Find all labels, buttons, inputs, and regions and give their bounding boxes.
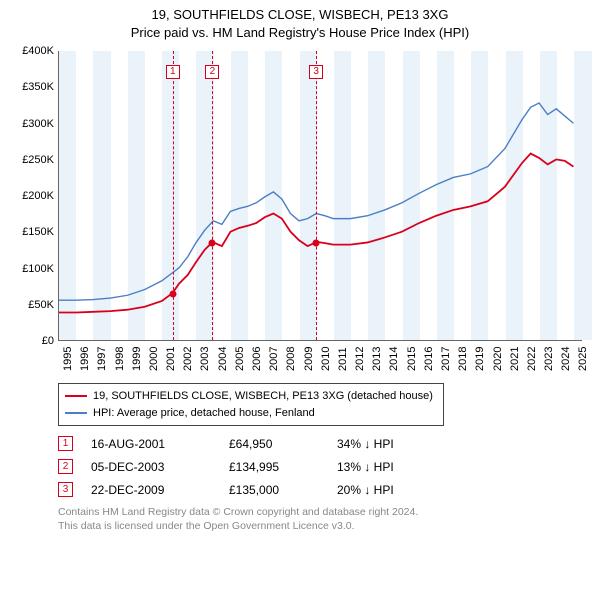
x-tick-label: 2024	[560, 347, 572, 371]
sale-price: £64,950	[229, 437, 319, 451]
x-tick-label: 2013	[371, 347, 383, 371]
footer-line: This data is licensed under the Open Gov…	[58, 519, 590, 533]
event-vline	[316, 51, 317, 340]
x-tick-label: 2025	[577, 347, 589, 371]
x-tick-label: 2014	[388, 347, 400, 371]
x-tick-label: 2022	[526, 347, 538, 371]
sale-number-box: 2	[58, 459, 73, 474]
sale-diff: 13% ↓ HPI	[337, 460, 394, 474]
event-marker-box: 2	[205, 65, 219, 79]
x-tick-label: 2019	[474, 347, 486, 371]
sale-number-box: 3	[58, 482, 73, 497]
chart-area: 1 2 3 £0 £50K £100K £150K £200K £250K £300K £350K…	[10, 47, 590, 377]
event-marker-box: 1	[166, 65, 180, 79]
x-tick-label: 2018	[457, 347, 469, 371]
x-tick-label: 1997	[96, 347, 108, 371]
y-tick-label: £250K	[10, 154, 54, 166]
sale-row: 2 05-DEC-2003 £134,995 13% ↓ HPI	[58, 459, 590, 474]
legend-label: 19, SOUTHFIELDS CLOSE, WISBECH, PE13 3XG…	[93, 388, 433, 405]
event-dot	[209, 240, 216, 247]
sale-row: 1 16-AUG-2001 £64,950 34% ↓ HPI	[58, 436, 590, 451]
x-tick-label: 2009	[303, 347, 315, 371]
attribution-footer: Contains HM Land Registry data © Crown c…	[58, 505, 590, 533]
y-tick-label: £150K	[10, 226, 54, 238]
x-tick-label: 2007	[268, 347, 280, 371]
plot-region: 1 2 3	[58, 51, 582, 341]
x-tick-label: 1996	[79, 347, 91, 371]
y-tick-label: £400K	[10, 45, 54, 57]
legend-row: 19, SOUTHFIELDS CLOSE, WISBECH, PE13 3XG…	[65, 388, 433, 405]
x-tick-label: 2021	[509, 347, 521, 371]
sale-diff: 20% ↓ HPI	[337, 483, 394, 497]
legend-label: HPI: Average price, detached house, Fenl…	[93, 405, 315, 422]
x-tick-label: 2003	[199, 347, 211, 371]
y-tick-label: £350K	[10, 81, 54, 93]
sales-list: 1 16-AUG-2001 £64,950 34% ↓ HPI 2 05-DEC-2003…	[58, 436, 590, 497]
event-marker-box: 3	[309, 65, 323, 79]
x-tick-label: 2016	[423, 347, 435, 371]
event-dot	[313, 240, 320, 247]
legend-swatch	[65, 395, 87, 397]
y-tick-label: £300K	[10, 118, 54, 130]
x-tick-label: 2005	[234, 347, 246, 371]
x-tick-label: 2000	[148, 347, 160, 371]
x-tick-label: 2001	[165, 347, 177, 371]
y-tick-label: £0	[10, 335, 54, 347]
sale-number-box: 1	[58, 436, 73, 451]
legend-row: HPI: Average price, detached house, Fenl…	[65, 405, 433, 422]
sale-price: £135,000	[229, 483, 319, 497]
legend-box: 19, SOUTHFIELDS CLOSE, WISBECH, PE13 3XG…	[58, 383, 444, 426]
y-tick-label: £100K	[10, 263, 54, 275]
x-tick-label: 2002	[182, 347, 194, 371]
sale-date: 05-DEC-2003	[91, 460, 211, 474]
x-tick-label: 2017	[440, 347, 452, 371]
x-tick-label: 2008	[285, 347, 297, 371]
x-tick-label: 1995	[62, 347, 74, 371]
footer-line: Contains HM Land Registry data © Crown c…	[58, 505, 590, 519]
x-tick-label: 2010	[320, 347, 332, 371]
x-tick-label: 2023	[543, 347, 555, 371]
sale-row: 3 22-DEC-2009 £135,000 20% ↓ HPI	[58, 482, 590, 497]
legend-swatch	[65, 412, 87, 414]
chart-container: 19, SOUTHFIELDS CLOSE, WISBECH, PE13 3XG…	[0, 0, 600, 541]
x-tick-label: 2020	[492, 347, 504, 371]
x-tick-label: 2012	[354, 347, 366, 371]
event-vline	[212, 51, 213, 340]
x-tick-label: 1998	[114, 347, 126, 371]
sale-date: 16-AUG-2001	[91, 437, 211, 451]
x-tick-label: 2011	[337, 347, 349, 371]
x-tick-label: 2006	[251, 347, 263, 371]
x-tick-label: 1999	[131, 347, 143, 371]
y-tick-label: £50K	[10, 299, 54, 311]
line-layer	[59, 51, 582, 340]
sale-diff: 34% ↓ HPI	[337, 437, 394, 451]
event-dot	[169, 291, 176, 298]
y-tick-label: £200K	[10, 190, 54, 202]
sale-price: £134,995	[229, 460, 319, 474]
x-tick-label: 2015	[406, 347, 418, 371]
x-tick-label: 2004	[217, 347, 229, 371]
title-address: 19, SOUTHFIELDS CLOSE, WISBECH, PE13 3XG	[10, 6, 590, 24]
title-subtitle: Price paid vs. HM Land Registry's House …	[10, 24, 590, 42]
sale-date: 22-DEC-2009	[91, 483, 211, 497]
